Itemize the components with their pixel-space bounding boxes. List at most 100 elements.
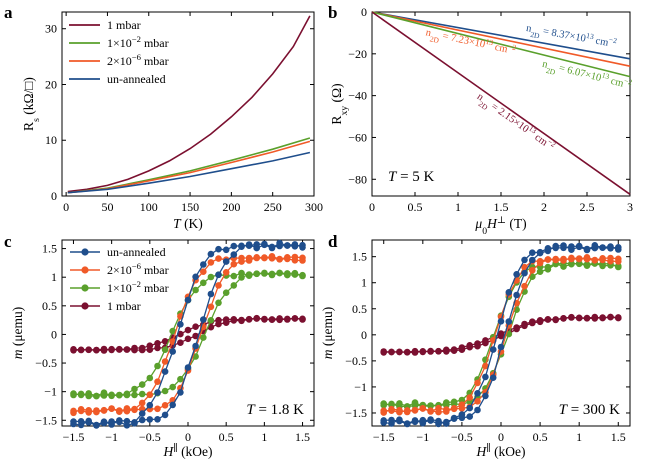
c-point-1-up-6	[116, 408, 123, 416]
a-xtick-label: 0	[63, 200, 69, 214]
c-point-1-up-25	[261, 254, 268, 261]
d-ytick-label: −1.5	[345, 406, 367, 420]
c-point-2-up-23	[245, 271, 253, 278]
a-xlabel: T (K)	[173, 216, 203, 231]
c-point-2-up-4	[100, 392, 108, 399]
c-point-3-up-23	[245, 316, 253, 323]
a-series-line-1	[67, 137, 311, 194]
c-point-3-down-18	[161, 338, 169, 345]
c-point-1-up-20	[222, 269, 230, 276]
c-point-1-up-1	[77, 407, 85, 415]
c-point-3-up-2	[85, 346, 92, 354]
d-point-3-up-6	[427, 348, 434, 355]
d-point-0-down-13	[513, 271, 520, 278]
c-point-0-down-18	[161, 368, 169, 375]
d-point-1-up-28	[599, 254, 606, 262]
b-ylabel: Rxy (Ω)	[329, 83, 350, 124]
c-point-0-down-13	[200, 261, 207, 268]
c-point-2-up-26	[268, 271, 276, 279]
d-point-3-up-25	[575, 314, 583, 322]
c-ytick-label: −1	[44, 385, 57, 399]
d-point-1-up-30	[615, 255, 622, 263]
c-point-2-up-19	[215, 299, 222, 307]
c-point-0-up-11	[154, 416, 161, 423]
c-point-1-up-27	[276, 255, 283, 263]
d-ytick-label: 1.5	[352, 250, 367, 264]
d-point-0-up-24	[568, 246, 575, 253]
d-point-3-up-2	[396, 348, 403, 356]
c-point-0-up-12	[161, 411, 169, 419]
c-ytick-label: −0.5	[35, 356, 57, 370]
c-point-3-up-16	[192, 332, 199, 340]
c-point-2-up-20	[222, 289, 230, 297]
d-point-1-up-26	[583, 255, 591, 263]
d-xtick-label: −0.5	[451, 430, 473, 444]
b-xlabel: μ0H⊥ (T)	[474, 215, 526, 237]
b-series-annotation-2: n2D = 6.07×1013 cm−2	[540, 55, 633, 95]
a-xtick-label: 150	[181, 200, 199, 214]
a-legend-label-1: 1×10−2 mbar	[107, 34, 169, 50]
d-xtick-label: −1	[416, 430, 429, 444]
d-point-3-up-28	[599, 314, 606, 322]
c-point-1-up-4	[100, 407, 108, 414]
c-point-0-up-25	[261, 241, 268, 249]
c-legend-label-3: 1 mbar	[107, 299, 141, 313]
d-point-0-up-17	[513, 291, 520, 299]
d-point-0-up-27	[591, 242, 599, 249]
d-point-3-up-30	[615, 314, 622, 321]
c-legend-swatch-marker-2	[81, 284, 89, 292]
c-point-3-up-8	[131, 346, 138, 354]
d-point-0-down-14	[505, 289, 513, 296]
d-xtick-label: −1.5	[373, 430, 395, 444]
c-point-3-up-0	[70, 346, 77, 353]
d-point-0-up-21	[544, 247, 552, 255]
c-point-0-up-17	[200, 316, 207, 323]
d-point-2-up-25	[575, 260, 583, 268]
c-point-2-up-27	[276, 269, 283, 277]
c-point-0-up-3	[93, 422, 100, 429]
c-point-1-up-2	[85, 409, 92, 416]
c-point-2-up-5	[108, 391, 115, 399]
c-point-3-up-20	[222, 319, 230, 327]
b-xtick-label: 3	[627, 200, 633, 214]
b-ytick-label: 0	[361, 5, 367, 19]
c-point-0-up-15	[184, 364, 192, 371]
c-xtick-label: −0.5	[139, 430, 161, 444]
d-point-3-up-4	[411, 349, 419, 356]
c-point-1-up-0	[70, 407, 77, 415]
c-point-1-up-23	[245, 257, 253, 264]
c-point-0-up-22	[238, 243, 245, 250]
d-point-3-up-5	[419, 348, 427, 355]
c-point-0-down-15	[184, 296, 192, 304]
c-xtick-label: 0.5	[219, 430, 234, 444]
c-point-0-up-0	[70, 418, 77, 425]
d-point-3-up-9	[450, 347, 458, 355]
b-xtick-label: 2	[541, 200, 547, 214]
c-point-1-down-12	[207, 259, 215, 266]
c-point-0-down-11	[215, 245, 222, 253]
d-point-0-up-5	[419, 416, 427, 424]
b-xtick-label: 1	[455, 200, 461, 214]
d-point-3-up-17	[513, 325, 520, 333]
b-ytick-label: −20	[348, 47, 367, 61]
d-point-1-up-20	[536, 259, 544, 267]
d-point-1-up-27	[591, 257, 599, 264]
c-point-2-up-7	[123, 391, 131, 399]
d-point-3-up-26	[583, 314, 591, 322]
c-point-2-down-13	[200, 279, 207, 287]
d-point-0-up-30	[615, 244, 622, 251]
c-xtick-label: 1.5	[295, 430, 310, 444]
c-point-2-up-9	[138, 390, 146, 398]
c-point-1-up-8	[131, 406, 138, 414]
c-point-0-up-2	[85, 419, 92, 426]
c-point-0-up-10	[146, 416, 154, 423]
c-ytick-label: 0	[51, 327, 57, 341]
d-xlabel: H∥ (kOe)	[475, 442, 525, 460]
d-point-1-down-17	[482, 362, 489, 370]
c-point-0-up-20	[222, 258, 230, 265]
c-point-2-down-21	[138, 381, 146, 388]
c-point-1-up-28	[284, 253, 291, 261]
c-legend-label-1: 2×10−6 mbar	[107, 261, 169, 277]
d-point-1-up-7	[435, 404, 442, 412]
b-ytick-label: −40	[348, 89, 367, 103]
